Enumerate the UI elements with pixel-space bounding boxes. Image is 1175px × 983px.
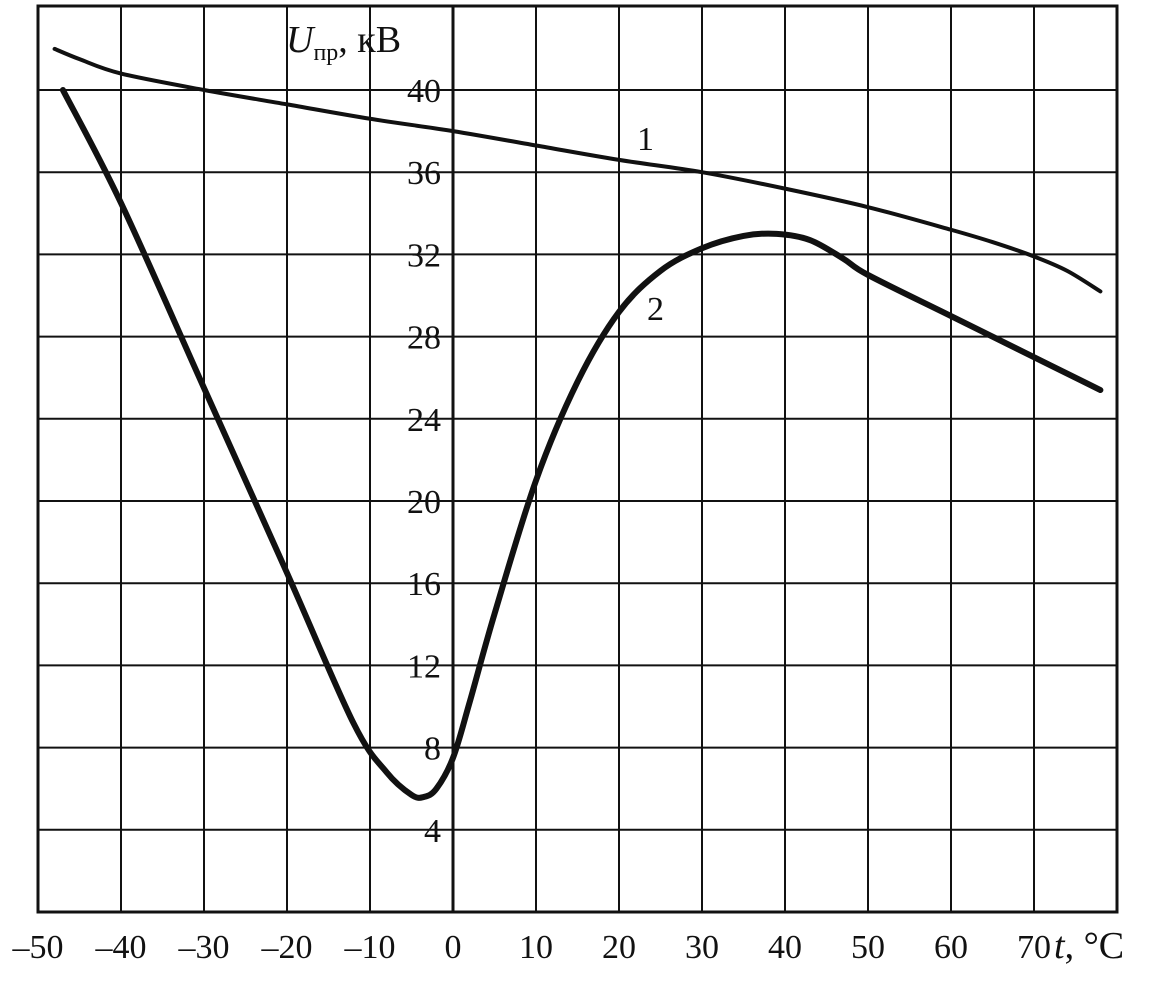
x-tick-label: –40 (95, 929, 147, 966)
x-tick-label: 70 (1017, 929, 1051, 966)
y-tick-label: 16 (407, 566, 441, 603)
x-tick-label: 20 (602, 929, 636, 966)
series-1-label: 1 (637, 121, 654, 158)
y-tick-label: 36 (407, 155, 441, 192)
x-tick-label: 60 (934, 929, 968, 966)
y-tick-label: 8 (424, 731, 441, 768)
x-tick-label: 30 (685, 929, 719, 966)
grid (38, 6, 1117, 912)
x-tick-label: 0 (445, 929, 462, 966)
x-tick-label: –30 (178, 929, 230, 966)
x-axis-title: t, °C (1054, 925, 1124, 967)
x-tick-label: –50 (12, 929, 64, 966)
x-tick-label: 10 (519, 929, 553, 966)
y-tick-labels: 4 8 12 16 20 24 28 32 36 40 (407, 73, 441, 850)
y-axis-title: Uпр, кВ (286, 19, 401, 66)
series-1-line (52, 46, 1103, 294)
y-tick-label: 28 (407, 320, 441, 357)
series-2-label: 2 (647, 291, 664, 328)
y-tick-label: 32 (407, 237, 441, 274)
y-tick-label: 12 (407, 648, 441, 685)
x-tick-label: –10 (344, 929, 396, 966)
plot-frame (36, 4, 1119, 914)
x-tick-label: 50 (851, 929, 885, 966)
y-tick-label: 24 (407, 402, 441, 439)
series-2-line (59, 87, 1104, 801)
series-lines (52, 46, 1104, 801)
x-tick-label: –20 (261, 929, 313, 966)
y-tick-label: 4 (424, 813, 441, 850)
y-tick-label: 20 (407, 484, 441, 521)
x-tick-labels: –50 –40 –30 –20 –10 0 10 20 30 40 50 60 70 (12, 929, 1052, 966)
x-tick-label: 40 (768, 929, 802, 966)
y-tick-label: 40 (407, 73, 441, 110)
